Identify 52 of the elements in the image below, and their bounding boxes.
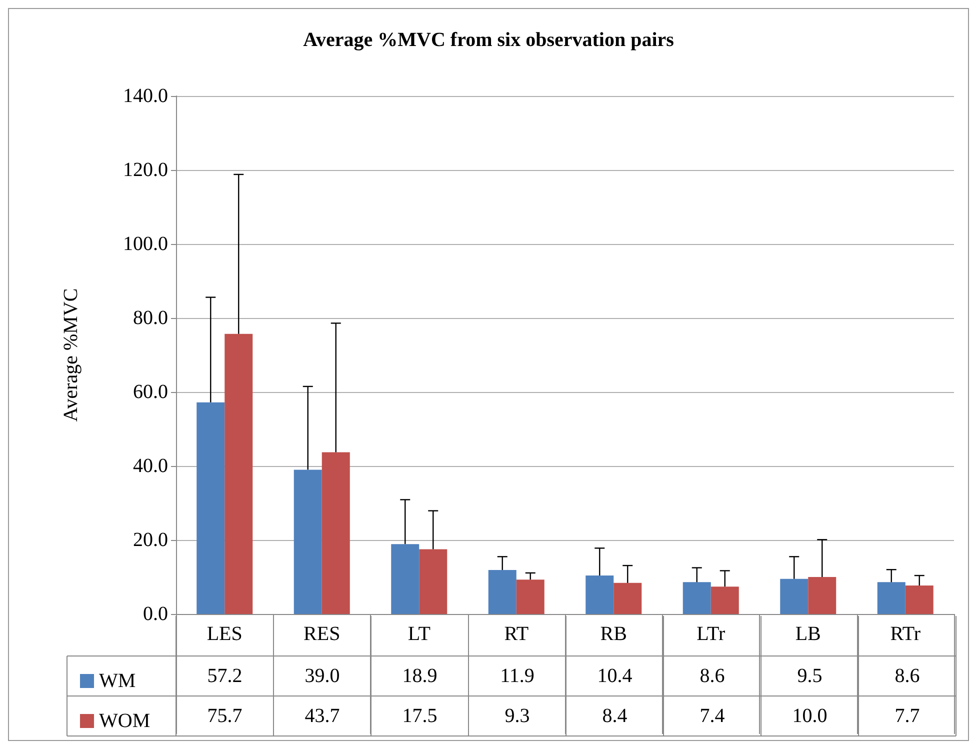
y-tick-label: 0.0 <box>143 603 168 625</box>
bar <box>682 582 711 614</box>
data-label: 18.9 <box>402 665 438 687</box>
bar <box>391 544 420 614</box>
y-tick-label: 40.0 <box>133 455 168 477</box>
data-label: 57.2 <box>207 665 242 687</box>
data-label: 43.7 <box>304 705 340 727</box>
bar <box>488 570 516 614</box>
data-label: 8.6 <box>894 665 920 687</box>
data-label: 39.0 <box>304 665 340 687</box>
data-label: 10.0 <box>792 705 828 727</box>
data-label: 9.3 <box>504 705 530 727</box>
bar <box>586 576 614 614</box>
data-label: 11.9 <box>500 665 534 687</box>
x-tick-label: LTr <box>696 623 726 645</box>
bar <box>294 470 322 614</box>
x-tick-label: LES <box>206 623 242 645</box>
bar <box>780 578 808 614</box>
bar <box>516 580 544 614</box>
data-label: 17.5 <box>402 705 438 727</box>
y-axis-title: Average %MVC <box>60 288 82 422</box>
data-label: 10.4 <box>597 665 632 687</box>
data-label: 8.6 <box>700 665 725 687</box>
bar <box>614 582 642 614</box>
bar <box>877 582 906 614</box>
bar <box>224 334 253 614</box>
y-tick-label: 100.0 <box>123 233 168 255</box>
x-tick-label: RB <box>600 623 627 645</box>
chart-title: Average %MVC from six observation pairs <box>303 29 674 51</box>
data-label: 9.5 <box>797 665 822 687</box>
x-tick-label: RT <box>504 623 529 645</box>
bar <box>808 577 836 614</box>
y-tick-label: 140.0 <box>123 85 168 107</box>
y-tick-label: 80.0 <box>133 307 168 329</box>
y-tick-label: 120.0 <box>123 159 168 181</box>
legend-label: WOM <box>99 710 150 732</box>
bar <box>710 586 739 614</box>
legend-label: WM <box>99 670 136 692</box>
y-tick-label: 60.0 <box>133 381 168 403</box>
data-label: 7.7 <box>894 705 920 727</box>
bar <box>905 586 934 614</box>
y-tick-label: 20.0 <box>133 529 168 551</box>
bar <box>196 402 225 614</box>
x-tick-label: LT <box>408 623 430 645</box>
bar <box>419 549 448 614</box>
data-label: 8.4 <box>602 705 628 727</box>
data-label: 75.7 <box>207 705 242 727</box>
x-tick-label: LB <box>795 623 821 645</box>
data-label: 7.4 <box>700 705 725 727</box>
x-tick-label: RES <box>304 623 340 645</box>
x-tick-label: RTr <box>890 623 921 645</box>
bar <box>322 452 350 614</box>
